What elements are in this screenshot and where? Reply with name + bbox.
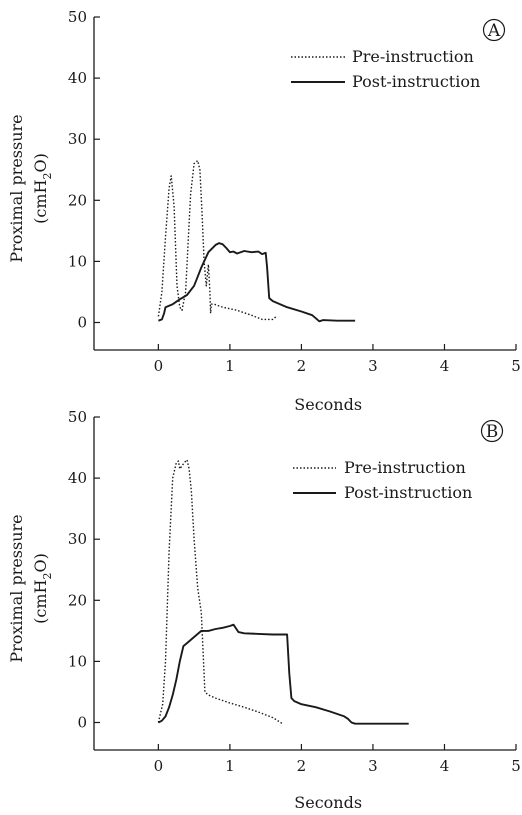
y-tick-label: 20 [68, 191, 87, 209]
panel-letter-badge: B [480, 419, 504, 443]
y-unit-subscript: 2 [41, 573, 54, 580]
panel-letter-circle [482, 18, 506, 42]
y-axis-unit-label: (cmH2O) [31, 153, 54, 224]
series-line-post-instruction [158, 242, 356, 323]
series-line-post-instruction [157, 623, 409, 725]
panel-letter-badge: A [482, 18, 506, 42]
legend-label: Pre-instruction [344, 458, 466, 477]
series-line-pre-instruction [157, 159, 277, 321]
x-tick-label: 2 [297, 357, 307, 375]
x-tick-label: 5 [511, 757, 521, 775]
y-tick-label: 0 [77, 714, 87, 732]
series-line-pre-instruction [157, 459, 284, 725]
y-tick-label: 20 [68, 591, 87, 609]
legend-label: Post-instruction [352, 72, 480, 91]
y-tick-label: 10 [68, 252, 87, 270]
x-tick-label: 4 [440, 357, 450, 375]
panel-b: 0 10 20 30 40 50 0 1 2 3 4 5 Seconds Proximal pressur… [7, 408, 521, 812]
y-tick-label: 50 [68, 408, 87, 426]
panel-a: 0 10 20 30 40 50 0 1 2 3 4 5 Seconds Proximal pressur… [7, 8, 521, 414]
x-tick-label: 4 [440, 757, 450, 775]
y-axis-label: Proximal pressure [7, 114, 26, 262]
y-unit-part: (cmH [31, 179, 50, 223]
x-tick-label: 1 [225, 357, 235, 375]
y-unit-subscript: 2 [41, 173, 54, 180]
legend-label: Pre-instruction [352, 47, 474, 66]
x-tick-label: 3 [368, 757, 378, 775]
y-tick-label: 30 [68, 130, 87, 148]
x-tick-label: 2 [297, 757, 307, 775]
y-unit-part: (cmH [31, 579, 50, 623]
legend: Pre-instruction Post-instruction [293, 458, 472, 502]
y-axis-label: Proximal pressure [7, 514, 26, 662]
legend-label: Post-instruction [344, 483, 472, 502]
y-unit-part: O) [31, 153, 50, 172]
panel-letter: A [487, 21, 501, 41]
legend: Pre-instruction Post-instruction [291, 47, 480, 91]
y-tick-label: 40 [68, 469, 87, 487]
y-axis-unit-label: (cmH2O) [31, 553, 54, 624]
x-tick-label: 0 [154, 757, 164, 775]
y-tick-label: 10 [68, 652, 87, 670]
y-tick-label: 40 [68, 69, 87, 87]
panel-letter: B [486, 422, 499, 442]
x-axis-label: Seconds [294, 395, 362, 414]
x-tick-label: 5 [511, 357, 521, 375]
y-unit-part: O) [31, 553, 50, 572]
y-tick-label: 0 [77, 314, 87, 332]
x-tick-label: 1 [225, 757, 235, 775]
panel-letter-circle [480, 419, 504, 443]
x-axis-label: Seconds [294, 793, 362, 812]
y-tick-label: 30 [68, 530, 87, 548]
x-tick-label: 3 [368, 357, 378, 375]
y-tick-label: 50 [68, 8, 87, 26]
x-tick-label: 0 [154, 357, 164, 375]
